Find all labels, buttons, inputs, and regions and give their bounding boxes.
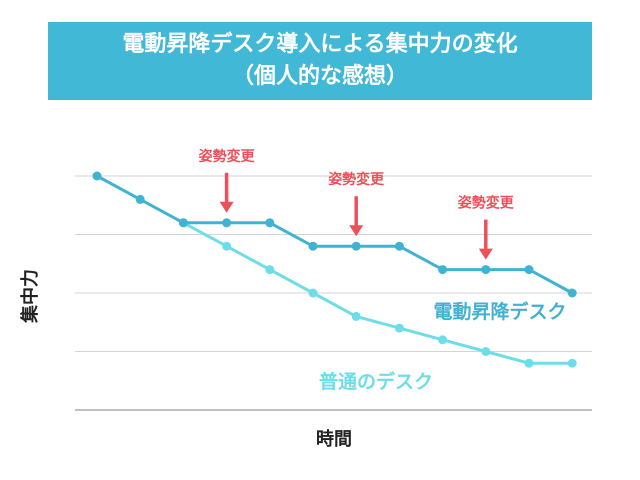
annotation-label: 姿勢変更 [328,171,385,188]
annotation-arrow-head [219,201,234,213]
data-point [567,288,577,298]
annotation-label: 姿勢変更 [458,195,515,212]
data-point [222,218,232,228]
data-point [92,171,102,181]
data-point [178,218,188,228]
data-point [308,241,318,251]
series-line-standing-desk [96,174,573,295]
data-point [308,288,318,298]
data-point [135,194,145,204]
data-point [524,265,534,275]
chart-title: 電動昇降デスク導入による集中力の変化 [122,32,518,58]
annotation-arrow-head [478,248,493,260]
annotation-label: 姿勢変更 [199,148,256,165]
data-point [394,323,404,333]
data-point [222,241,232,251]
data-point [351,311,361,321]
series-label-normal-desk: 普通のデスク [319,370,433,393]
data-point [438,335,448,345]
data-point [351,241,361,251]
data-point [265,218,275,228]
y-axis-label: 集中力 [19,269,41,324]
data-point [394,241,404,251]
annotation-arrow-head [349,225,364,237]
data-point [265,265,275,275]
data-point [481,347,491,356]
series-label-standing-desk: 電動昇降デスク [433,300,566,323]
data-point [438,265,448,275]
series-line-normal-desk [182,221,573,365]
data-point [567,358,577,368]
data-point [524,358,534,368]
chart-subtitle: （個人的な感想） [231,64,408,89]
x-axis-label: 時間 [316,429,352,450]
chart-title-banner: 電動昇降デスク導入による集中力の変化 （個人的な感想） [48,22,592,100]
data-point [481,265,491,275]
